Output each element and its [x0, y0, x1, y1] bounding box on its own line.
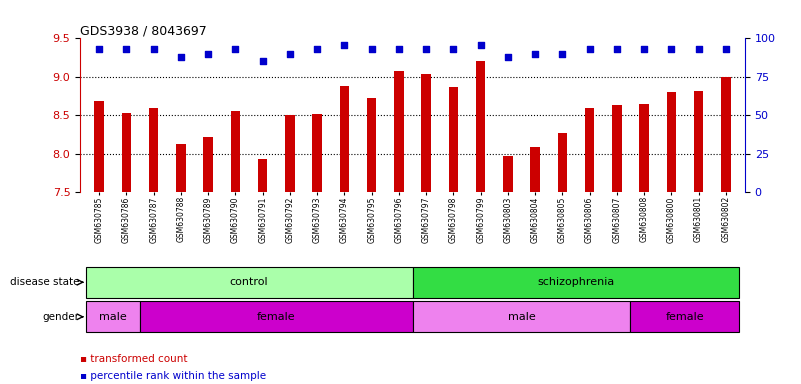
Bar: [612, 105, 622, 192]
Point: [365, 46, 378, 52]
Point: [120, 46, 133, 52]
Text: gender: gender: [42, 312, 79, 322]
Point: [719, 46, 732, 52]
Bar: [258, 159, 268, 192]
Point: [501, 54, 514, 60]
Bar: [176, 144, 186, 192]
Bar: [449, 87, 458, 192]
Bar: [231, 111, 240, 192]
Text: ▪ percentile rank within the sample: ▪ percentile rank within the sample: [80, 371, 266, 381]
Bar: [394, 71, 404, 192]
Bar: [140, 301, 413, 332]
Text: schizophrenia: schizophrenia: [537, 277, 614, 287]
Bar: [95, 101, 104, 192]
Bar: [86, 301, 140, 332]
Bar: [666, 92, 676, 192]
Point: [229, 46, 242, 52]
Bar: [413, 267, 739, 298]
Text: GDS3938 / 8043697: GDS3938 / 8043697: [80, 24, 207, 37]
Bar: [367, 98, 376, 192]
Point: [147, 46, 160, 52]
Text: disease state: disease state: [10, 277, 79, 287]
Text: male: male: [99, 312, 127, 322]
Bar: [503, 156, 513, 192]
Point: [556, 51, 569, 57]
Text: male: male: [508, 312, 535, 322]
Bar: [694, 91, 703, 192]
Point: [93, 46, 106, 52]
Point: [256, 58, 269, 65]
Bar: [421, 74, 431, 192]
Point: [338, 41, 351, 48]
Bar: [630, 301, 739, 332]
Bar: [476, 61, 485, 192]
Bar: [86, 267, 413, 298]
Bar: [312, 114, 322, 192]
Text: female: female: [666, 312, 704, 322]
Bar: [530, 147, 540, 192]
Point: [311, 46, 324, 52]
Point: [638, 46, 650, 52]
Point: [202, 51, 215, 57]
Bar: [122, 113, 131, 192]
Point: [529, 51, 541, 57]
Bar: [585, 108, 594, 192]
Point: [392, 46, 405, 52]
Bar: [639, 104, 649, 192]
Text: control: control: [230, 277, 268, 287]
Text: female: female: [257, 312, 296, 322]
Bar: [721, 77, 731, 192]
Bar: [557, 133, 567, 192]
Point: [474, 41, 487, 48]
Point: [692, 46, 705, 52]
Point: [175, 54, 187, 60]
Point: [583, 46, 596, 52]
Bar: [203, 137, 213, 192]
Point: [284, 51, 296, 57]
Bar: [285, 115, 295, 192]
Text: ▪ transformed count: ▪ transformed count: [80, 354, 187, 364]
Bar: [340, 86, 349, 192]
Bar: [413, 301, 630, 332]
Point: [610, 46, 623, 52]
Point: [447, 46, 460, 52]
Point: [420, 46, 433, 52]
Bar: [149, 108, 159, 192]
Point: [665, 46, 678, 52]
